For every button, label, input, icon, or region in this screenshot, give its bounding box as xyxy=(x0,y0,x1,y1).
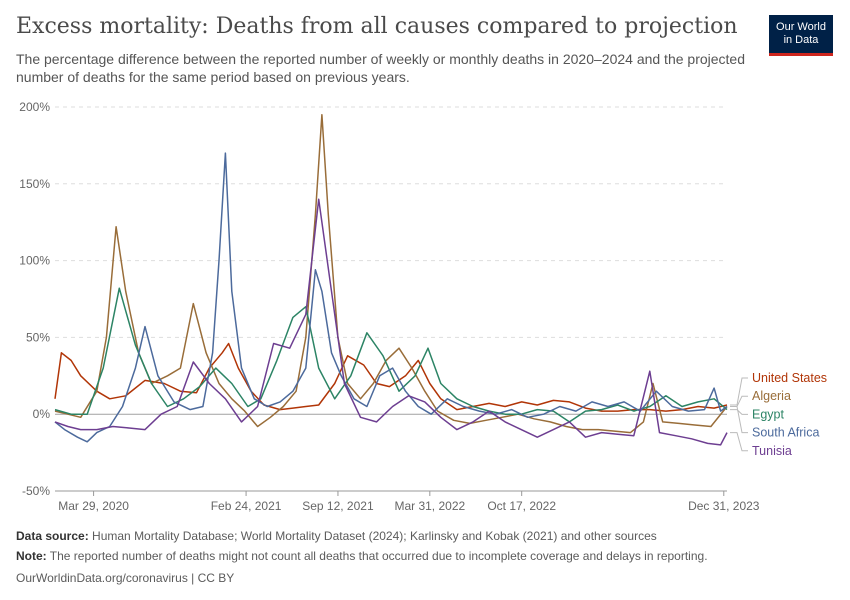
series-line-south-africa xyxy=(54,152,728,443)
legend-connector xyxy=(730,406,748,434)
x-tick-label: Dec 31, 2023 xyxy=(688,499,760,513)
legend-label-tunisia: Tunisia xyxy=(752,444,792,458)
chart-title: Excess mortality: Deaths from all causes… xyxy=(16,14,738,39)
x-tick-label: Sep 12, 2021 xyxy=(302,499,374,513)
y-tick-label: 50% xyxy=(26,330,50,344)
x-tick-label: Mar 29, 2020 xyxy=(58,499,129,513)
legend-label-united-states: United States xyxy=(752,371,827,385)
y-tick-label: 200% xyxy=(19,100,50,114)
series-line-tunisia xyxy=(54,198,728,446)
data-source-text: Human Mortality Database; World Mortalit… xyxy=(92,529,657,543)
y-tick-label: 100% xyxy=(19,254,50,268)
logo-line-2: in Data xyxy=(783,34,819,46)
data-source-label: Data source: xyxy=(16,529,89,543)
legend-label-algeria: Algeria xyxy=(752,389,791,403)
note-text: The reported number of deaths might not … xyxy=(49,549,708,563)
x-tick-label: Mar 31, 2022 xyxy=(394,499,465,513)
y-tick-label: 0% xyxy=(33,407,51,421)
owid-logo[interactable]: Our World in Data xyxy=(769,15,833,56)
legend-label-egypt: Egypt xyxy=(752,407,784,421)
note-label: Note: xyxy=(16,549,47,563)
x-tick-label: Oct 17, 2022 xyxy=(487,499,556,513)
data-source-line: Data source: Human Mortality Database; W… xyxy=(16,529,657,543)
legend-label-south-africa: South Africa xyxy=(752,426,819,440)
x-tick-label: Feb 24, 2021 xyxy=(211,499,282,513)
note-line: Note: The reported number of deaths migh… xyxy=(16,549,708,563)
legend-connector xyxy=(730,409,748,415)
chart-subtitle: The percentage difference between the re… xyxy=(16,51,746,85)
source-url[interactable]: OurWorldinData.org/coronavirus | CC BY xyxy=(16,571,235,585)
y-tick-label: 150% xyxy=(19,177,50,191)
legend-connector xyxy=(730,377,748,406)
y-tick-label: -50% xyxy=(22,484,50,498)
logo-line-1: Our World xyxy=(776,21,826,33)
series-line-united-states xyxy=(54,342,728,412)
legend-connector xyxy=(730,432,748,452)
series-line-egypt xyxy=(54,287,728,423)
line-chart: -50% 0% 50% 100% 150% 200% Mar 29, 2020 Feb 24,… xyxy=(19,100,827,513)
